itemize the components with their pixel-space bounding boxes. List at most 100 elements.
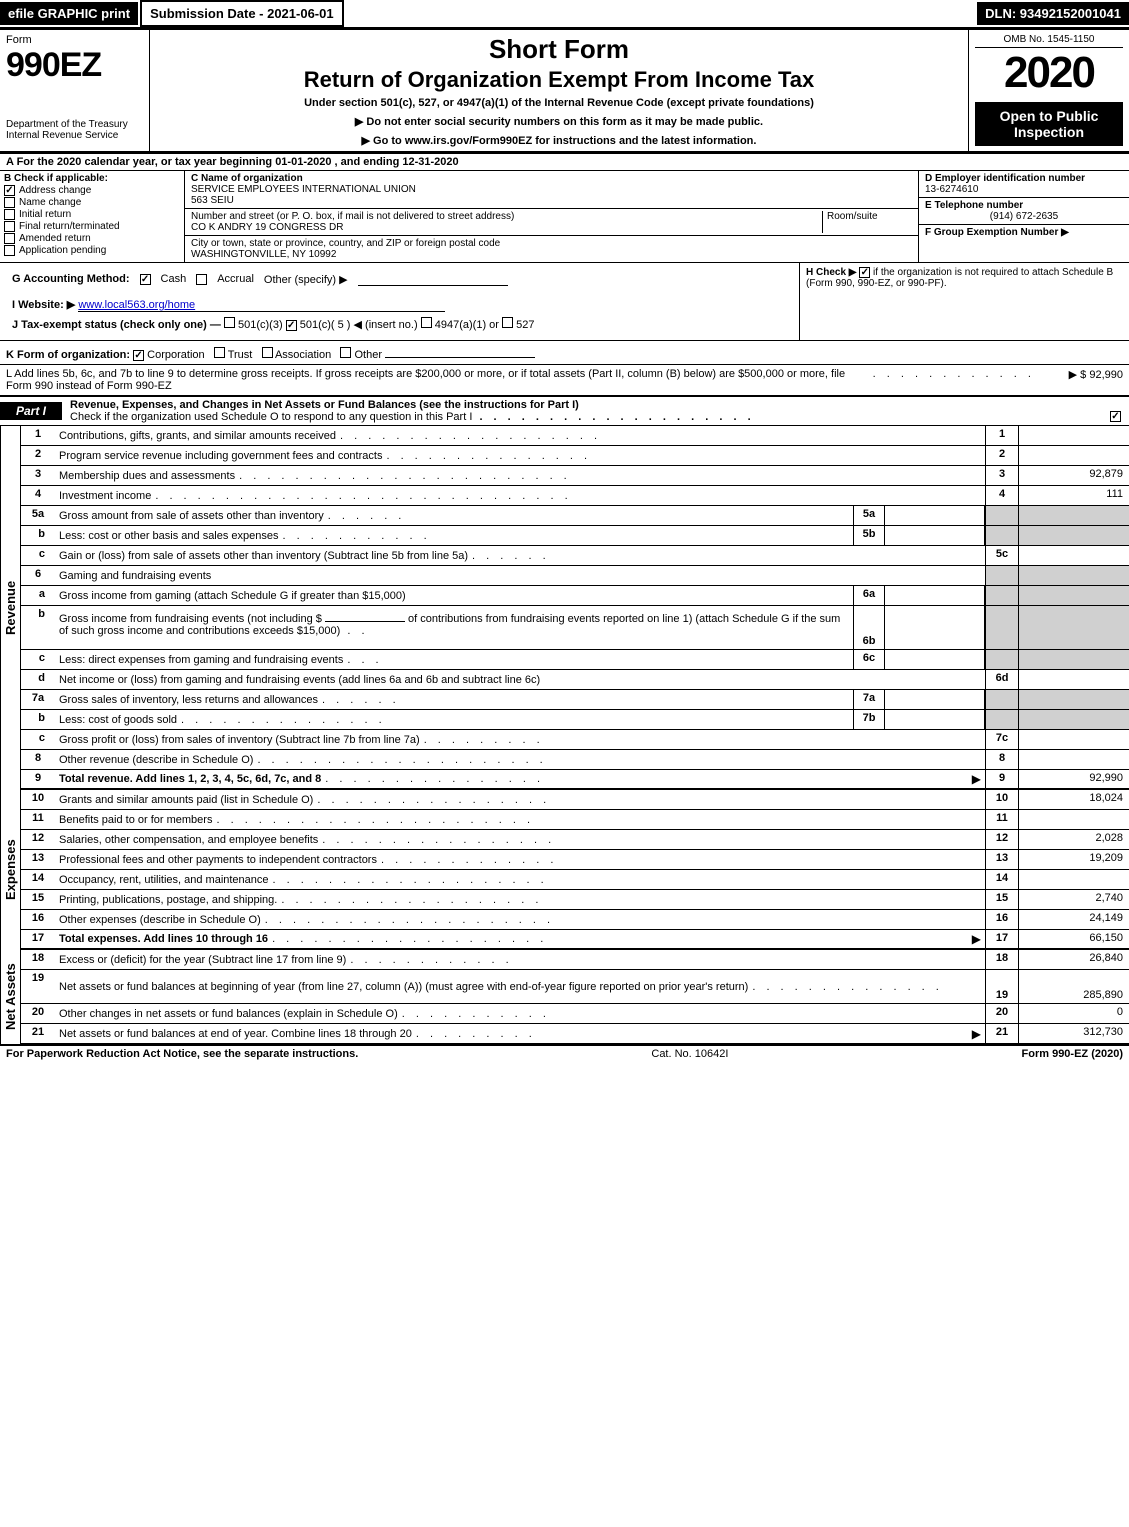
- checkbox-501c3[interactable]: [224, 317, 235, 328]
- line-6d-col: 6d: [985, 670, 1019, 689]
- line-7a-amt: [1019, 690, 1129, 709]
- other-org-label: Other: [354, 349, 382, 361]
- checkbox-h[interactable]: [859, 267, 870, 278]
- checkbox-cash[interactable]: [140, 274, 151, 285]
- line-7b-desc: Less: cost of goods sold: [59, 714, 177, 726]
- line-20-amt: 0: [1019, 1004, 1129, 1023]
- line-12-col: 12: [985, 830, 1019, 849]
- efile-label[interactable]: efile GRAPHIC print: [0, 2, 138, 25]
- line-10-num: 10: [21, 790, 55, 809]
- checkbox-initial-return[interactable]: [4, 209, 15, 220]
- line-7c-num: c: [21, 730, 55, 749]
- room-suite-label: Room/suite: [822, 211, 912, 233]
- checkbox-527[interactable]: [502, 317, 513, 328]
- box-h-label: H Check ▶: [806, 267, 856, 278]
- tax-year: 2020: [975, 48, 1123, 98]
- line-17-amt: 66,150: [1019, 930, 1129, 948]
- line-18-desc: Excess or (deficit) for the year (Subtra…: [59, 954, 346, 966]
- checkbox-schedule-o[interactable]: [1110, 411, 1121, 422]
- line-10-col: 10: [985, 790, 1019, 809]
- part-1-label: Part I: [0, 402, 62, 420]
- line-2: 2 Program service revenue including gove…: [21, 446, 1129, 466]
- line-7a-desc: Gross sales of inventory, less returns a…: [59, 694, 318, 706]
- box-l-amount: ▶ $ 92,990: [1069, 368, 1123, 392]
- checkbox-assoc[interactable]: [262, 347, 273, 358]
- line-14-amt: [1019, 870, 1129, 889]
- line-5c: c Gain or (loss) from sale of assets oth…: [21, 546, 1129, 566]
- line-15: 15 Printing, publications, postage, and …: [21, 890, 1129, 910]
- line-6c-desc: Less: direct expenses from gaming and fu…: [59, 654, 343, 666]
- line-5a-sc: 5a: [853, 506, 885, 525]
- line-15-desc: Printing, publications, postage, and shi…: [59, 894, 277, 906]
- line-7a: 7a Gross sales of inventory, less return…: [21, 690, 1129, 710]
- line-4-amt: 111: [1019, 486, 1129, 505]
- checkbox-501c[interactable]: [286, 320, 297, 331]
- box-c: C Name of organization SERVICE EMPLOYEES…: [185, 171, 919, 262]
- line-12: 12 Salaries, other compensation, and emp…: [21, 830, 1129, 850]
- line-3: 3 Membership dues and assessments. . . .…: [21, 466, 1129, 486]
- other-specify-field[interactable]: [358, 272, 508, 286]
- checkbox-corp[interactable]: [133, 350, 144, 361]
- checkbox-other-org[interactable]: [340, 347, 351, 358]
- line-21: 21 Net assets or fund balances at end of…: [21, 1024, 1129, 1044]
- line-18: 18 Excess or (deficit) for the year (Sub…: [21, 950, 1129, 970]
- line-12-desc: Salaries, other compensation, and employ…: [59, 834, 318, 846]
- line-1-col: 1: [985, 426, 1019, 445]
- line-11-desc: Benefits paid to or for members: [59, 814, 212, 826]
- line-13-desc: Professional fees and other payments to …: [59, 854, 377, 866]
- line-12-amt: 2,028: [1019, 830, 1129, 849]
- checkbox-address-change[interactable]: [4, 185, 15, 196]
- line-5b-col: [985, 526, 1019, 545]
- revenue-vert-label: Revenue: [0, 426, 20, 790]
- checkbox-amended[interactable]: [4, 233, 15, 244]
- line-17-num: 17: [21, 930, 55, 948]
- line-6b-col: [985, 606, 1019, 649]
- line-19-col: 19: [985, 970, 1019, 1003]
- line-6-col: [985, 566, 1019, 585]
- other-label: Other (specify) ▶: [264, 273, 348, 286]
- line-9-col: 9: [985, 770, 1019, 788]
- line-6c-col: [985, 650, 1019, 669]
- box-b-label: B Check if applicable:: [4, 173, 180, 184]
- line-10: 10 Grants and similar amounts paid (list…: [21, 790, 1129, 810]
- line-11: 11 Benefits paid to or for members. . . …: [21, 810, 1129, 830]
- org-name: SERVICE EMPLOYEES INTERNATIONAL UNION: [191, 184, 912, 195]
- line-6c-sv: [885, 650, 985, 669]
- footer-mid: Cat. No. 10642I: [651, 1048, 728, 1060]
- ein-label: D Employer identification number: [925, 173, 1123, 184]
- row-g-h: G Accounting Method: Cash Accrual Other …: [0, 263, 1129, 341]
- checkbox-final-return[interactable]: [4, 221, 15, 232]
- box-l-text: L Add lines 5b, 6c, and 7b to line 9 to …: [6, 368, 869, 392]
- line-7a-col: [985, 690, 1019, 709]
- netassets-vert-label: Net Assets: [0, 950, 20, 1044]
- net-assets-table: Net Assets 18 Excess or (deficit) for th…: [0, 950, 1129, 1044]
- checkbox-app-pending[interactable]: [4, 245, 15, 256]
- line-3-desc: Membership dues and assessments: [59, 470, 235, 482]
- assoc-label: Association: [275, 349, 331, 361]
- line-20-num: 20: [21, 1004, 55, 1023]
- checkbox-trust[interactable]: [214, 347, 225, 358]
- checkbox-4947[interactable]: [421, 317, 432, 328]
- line-7c: c Gross profit or (loss) from sales of i…: [21, 730, 1129, 750]
- group-exemption-label: F Group Exemption Number ▶: [925, 227, 1123, 238]
- line-1: 1 Contributions, gifts, grants, and simi…: [21, 426, 1129, 446]
- street-label: Number and street (or P. O. box, if mail…: [191, 211, 822, 222]
- line-6b-sv: [885, 606, 985, 649]
- goto-link[interactable]: ▶ Go to www.irs.gov/Form990EZ for instru…: [158, 134, 960, 147]
- checkbox-name-change[interactable]: [4, 197, 15, 208]
- line-6d-amt: [1019, 670, 1129, 689]
- line-13-col: 13: [985, 850, 1019, 869]
- box-k: K Form of organization: Corporation Trus…: [0, 341, 1129, 365]
- omb-number: OMB No. 1545-1150: [975, 34, 1123, 48]
- box-k-label: K Form of organization:: [6, 349, 130, 361]
- opt-501c: 501(c)( 5 ) ◀ (insert no.): [300, 319, 418, 331]
- website-link[interactable]: www.local563.org/home: [78, 299, 445, 312]
- other-org-field[interactable]: [385, 344, 535, 358]
- org-name-2: 563 SEIU: [191, 195, 912, 206]
- line-5b-desc: Less: cost or other basis and sales expe…: [59, 530, 279, 542]
- line-6b-field[interactable]: [325, 608, 405, 622]
- checkbox-accrual[interactable]: [196, 274, 207, 285]
- department-label: Department of the Treasury: [6, 119, 143, 130]
- line-16-col: 16: [985, 910, 1019, 929]
- line-7b-num: b: [21, 710, 55, 729]
